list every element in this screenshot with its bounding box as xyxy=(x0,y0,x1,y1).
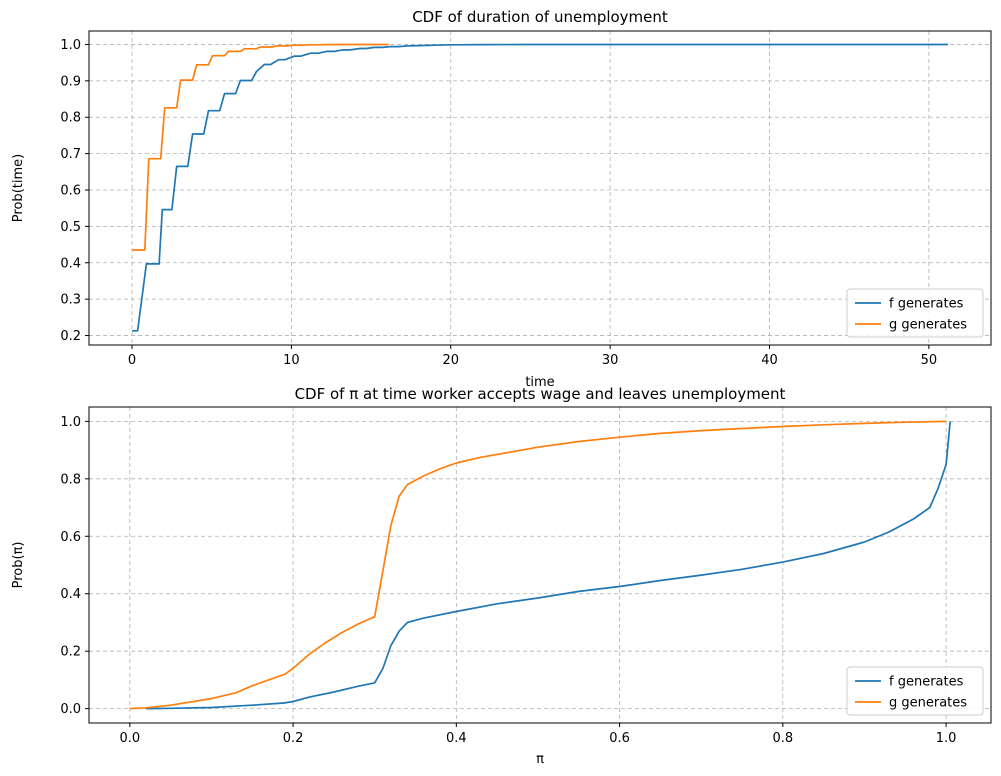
y-tick-label: 1.0 xyxy=(60,415,81,430)
legend: f generates g generates xyxy=(846,666,984,716)
x-tick-label: 40 xyxy=(761,353,778,368)
y-tick-label: 0.9 xyxy=(60,74,81,89)
chart-title: CDF of π at time worker accepts wage and… xyxy=(295,385,786,403)
x-tick-label: 0.6 xyxy=(609,731,630,746)
series-line-f-generates xyxy=(132,43,948,332)
plot-area-frame xyxy=(88,30,992,346)
x-tick-label: 0.0 xyxy=(119,731,140,746)
pi-cdf-chart: 0.0 0.2 0.4 0.6 0.8 1.0 0.0 0.2 0.4 0.6 0.8 1.0 CDF … xyxy=(11,385,992,767)
y-tick-label: 0.7 xyxy=(60,147,81,162)
legend-label: g generates xyxy=(889,696,967,711)
legend-box xyxy=(846,288,984,338)
y-tick-label: 0.0 xyxy=(60,702,81,717)
x-tick-label: 50 xyxy=(921,353,938,368)
y-tick-label: 0.8 xyxy=(60,111,81,126)
x-tick-label: 0.2 xyxy=(283,731,304,746)
duration-cdf-chart: 0 10 20 30 40 50 0.2 0.3 0.4 0.5 0.6 0.7 0.8 0.9 1.0 CD… xyxy=(11,8,992,390)
x-axis-label: π xyxy=(536,752,544,767)
y-tick-label: 0.4 xyxy=(60,256,81,271)
y-axis-label: Prob(π) xyxy=(11,542,26,589)
x-tick-label: 0.8 xyxy=(773,731,794,746)
plot-area-frame xyxy=(88,406,992,724)
y-tick-label: 0.6 xyxy=(60,184,81,199)
legend: f generates g generates xyxy=(846,288,984,338)
y-tick-label: 0.2 xyxy=(60,329,81,344)
y-tick-label: 0.2 xyxy=(60,645,81,660)
x-tick-label: 30 xyxy=(602,353,619,368)
y-tick-label: 1.0 xyxy=(60,38,81,53)
x-tick-label: 0.4 xyxy=(446,731,467,746)
y-tick-label: 0.4 xyxy=(60,587,81,602)
series-line-g-generates xyxy=(129,420,947,710)
legend-label: f generates xyxy=(889,675,964,690)
legend-label: f generates xyxy=(889,297,964,312)
x-tick-label: 0 xyxy=(128,353,136,368)
series-line-g-generates xyxy=(132,43,389,251)
legend-label: g generates xyxy=(889,318,967,333)
x-tick-label: 10 xyxy=(283,353,300,368)
x-tick-label: 20 xyxy=(442,353,459,368)
series-line-f-generates xyxy=(146,421,952,710)
legend-box xyxy=(846,666,984,716)
x-axis-label: time xyxy=(525,375,554,390)
y-tick-label: 0.6 xyxy=(60,530,81,545)
x-tick-label: 1.0 xyxy=(936,731,957,746)
chart-title: CDF of duration of unemployment xyxy=(412,8,668,26)
y-tick-label: 0.8 xyxy=(60,472,81,487)
y-tick-label: 0.3 xyxy=(60,293,81,308)
y-axis-label: Prob(time) xyxy=(11,154,26,222)
y-tick-label: 0.5 xyxy=(60,220,81,235)
